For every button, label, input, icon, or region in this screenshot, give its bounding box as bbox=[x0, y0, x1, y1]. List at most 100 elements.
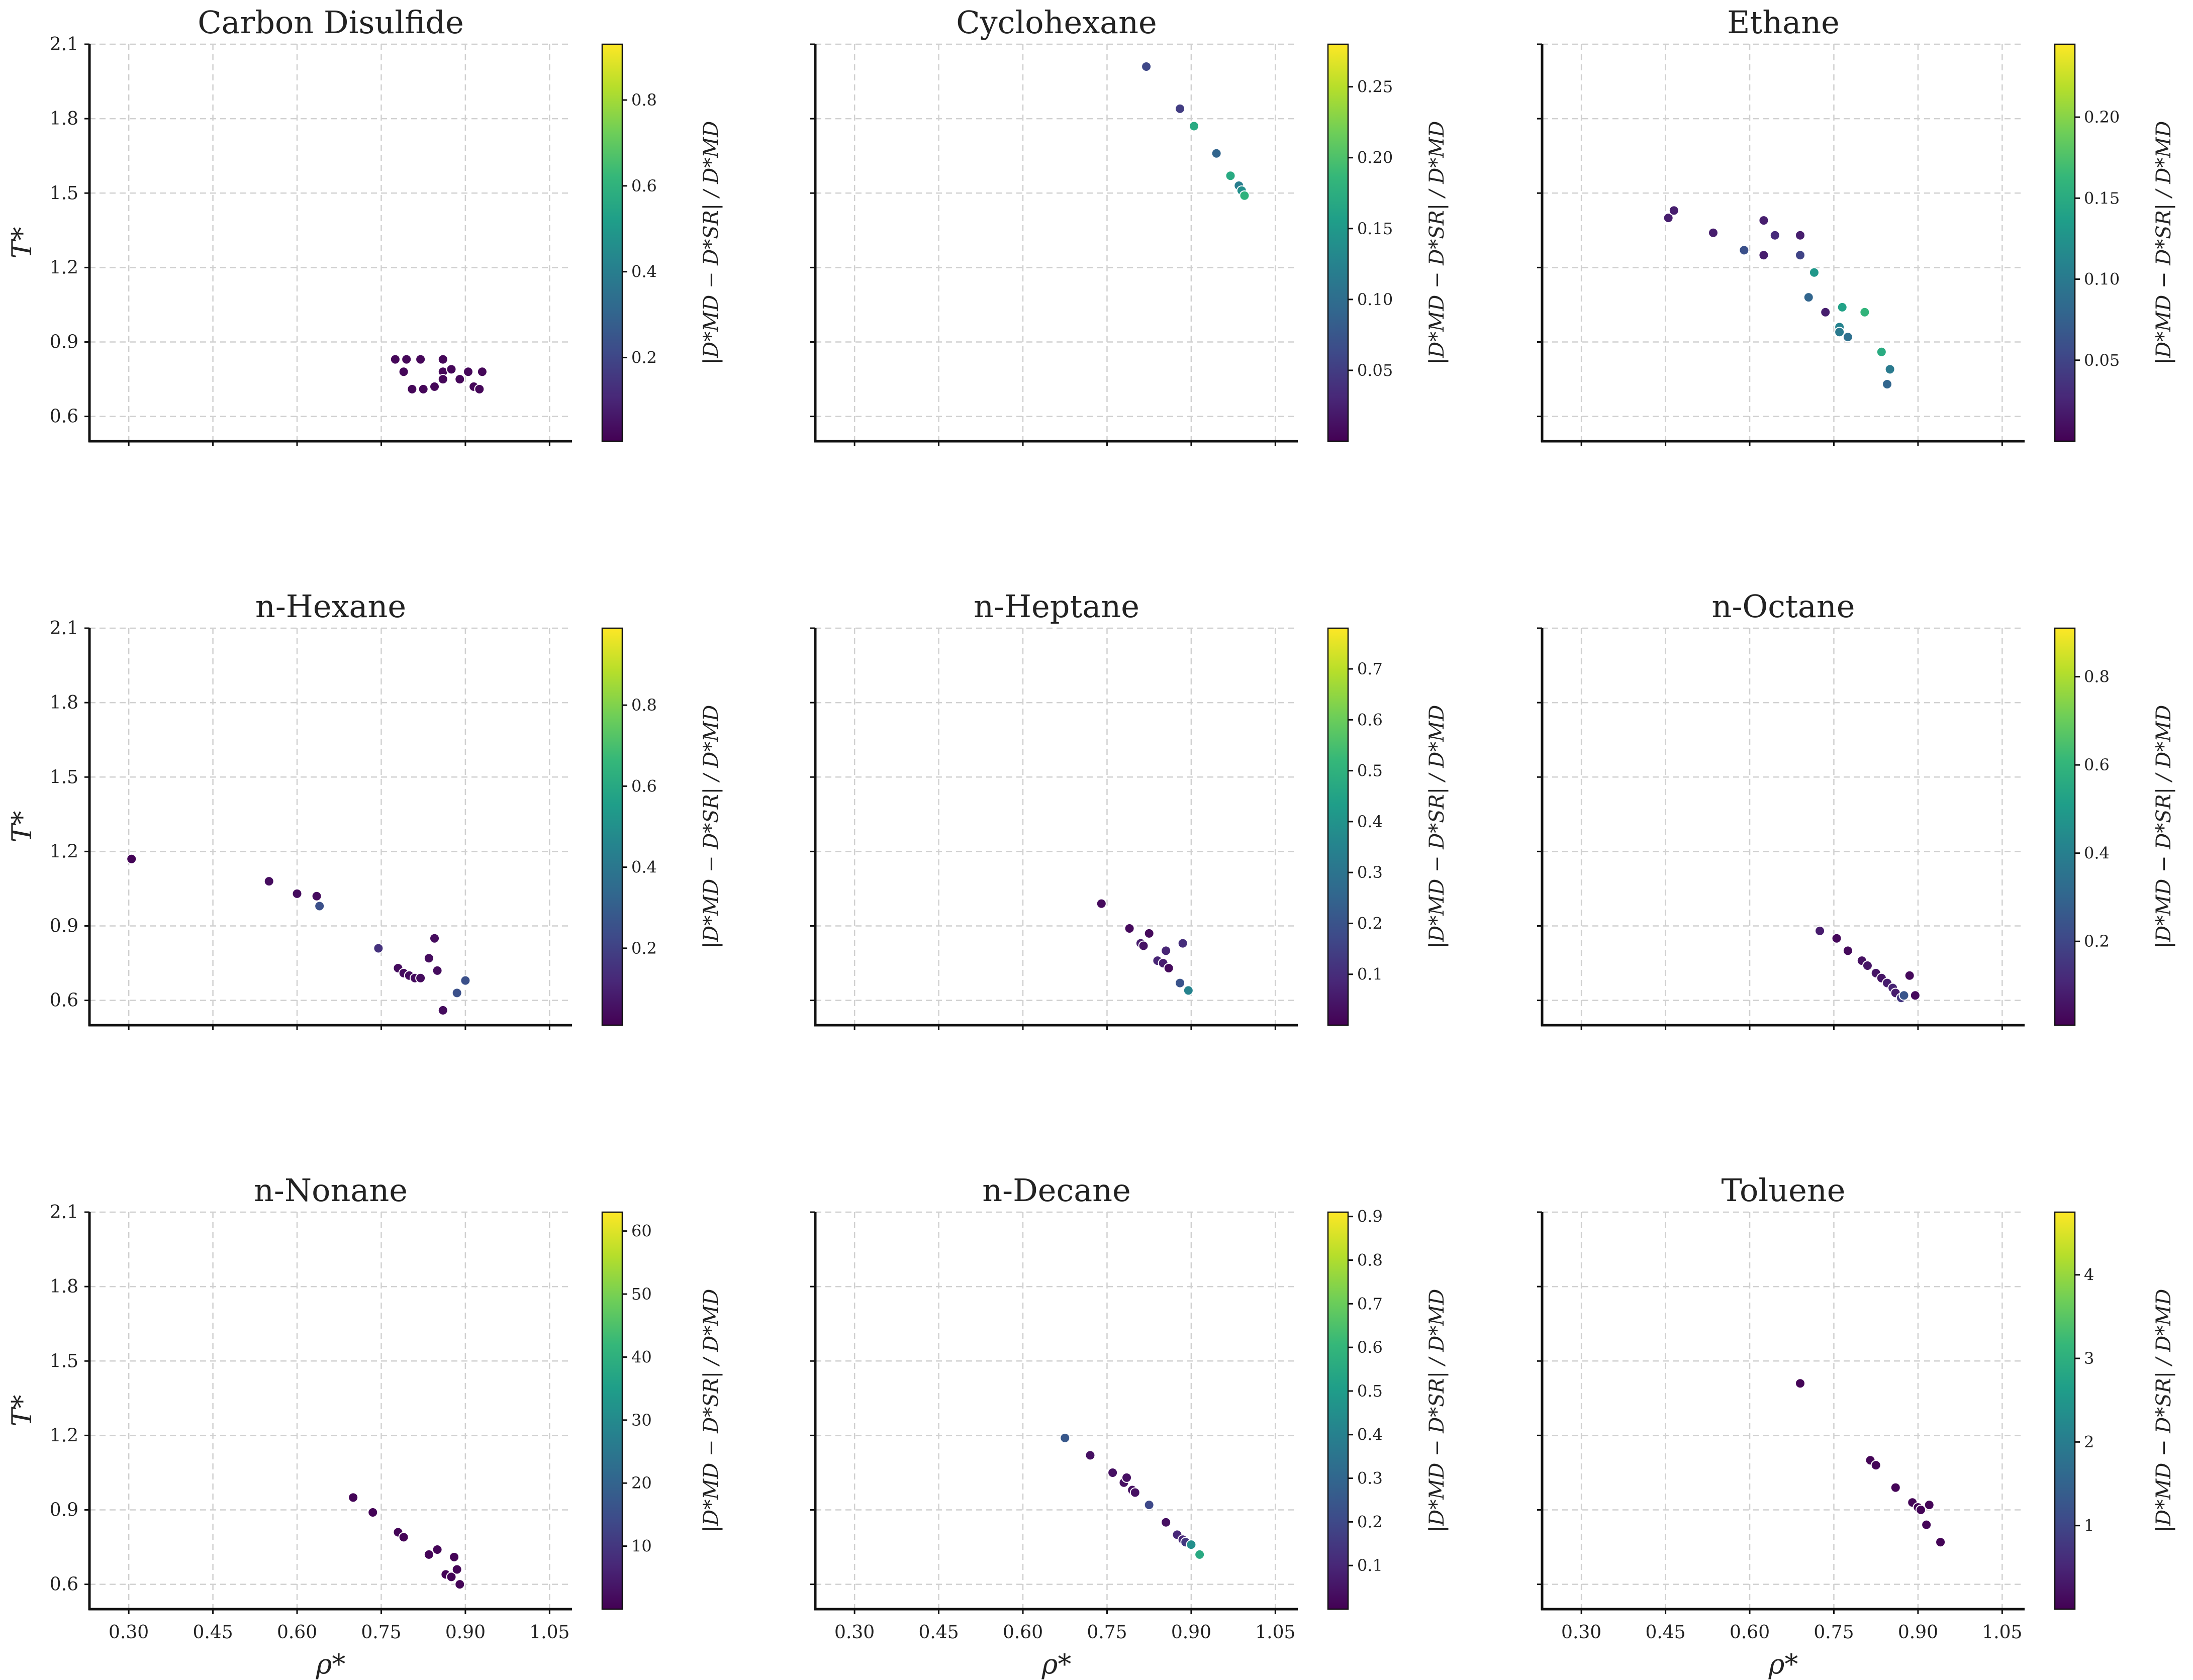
data-point bbox=[1794, 250, 1805, 261]
y-axis-label: T* bbox=[6, 227, 38, 258]
subplot-7: 0.6 0.9 1.2 1.5 1.8 2.1 0.30 0.45 0.60 0.75 0.90 1.… bbox=[6, 1172, 723, 1680]
data-point bbox=[1758, 250, 1769, 261]
colorbar bbox=[601, 43, 623, 442]
data-point bbox=[1837, 302, 1848, 313]
data-point bbox=[1898, 990, 1910, 1001]
colorbar-tick-label: 0.3 bbox=[1357, 1469, 1383, 1488]
y-axis-label: T* bbox=[6, 811, 38, 842]
data-point bbox=[311, 891, 322, 902]
colorbar-tick-label: 0.15 bbox=[2084, 188, 2120, 208]
subplot-title: Cyclohexane bbox=[956, 4, 1157, 41]
colorbar-tick-label: 2 bbox=[2084, 1432, 2094, 1451]
data-point bbox=[126, 853, 137, 864]
colorbar-tick-label: 0.10 bbox=[2084, 270, 2120, 289]
colorbar-tick-label: 0.6 bbox=[631, 776, 657, 796]
data-point bbox=[263, 876, 274, 887]
colorbar-tick-label: 0.20 bbox=[2084, 108, 2120, 127]
subplot-8: 0.30 0.45 0.60 0.75 0.90 1.05 n-Decane ρ* 0.1 0.2… bbox=[810, 1172, 1449, 1680]
colorbar-tick-label: 0.5 bbox=[1357, 1381, 1383, 1401]
data-point bbox=[437, 374, 448, 385]
data-point bbox=[1842, 945, 1853, 956]
colorbar-tick-label: 0.25 bbox=[1357, 77, 1393, 96]
data-point bbox=[1859, 307, 1870, 318]
subplot-title: n-Nonane bbox=[254, 1172, 408, 1209]
data-point bbox=[1663, 213, 1674, 224]
data-point bbox=[1915, 1505, 1926, 1515]
x-tick-label: 0.60 bbox=[1730, 1622, 1770, 1643]
x-tick-label: 0.75 bbox=[361, 1622, 401, 1643]
colorbar bbox=[2054, 1211, 2076, 1610]
data-point bbox=[1794, 230, 1805, 241]
colorbar-tick-label: 0.2 bbox=[1357, 914, 1383, 933]
x-tick-label: 0.60 bbox=[277, 1622, 317, 1643]
data-point bbox=[398, 1532, 409, 1543]
data-point bbox=[423, 953, 434, 964]
colorbar-tick-label: 0.3 bbox=[1357, 863, 1383, 882]
x-tick-label: 0.30 bbox=[1561, 1622, 1601, 1643]
y-tick-label: 0.9 bbox=[50, 1500, 78, 1521]
x-tick-label: 0.30 bbox=[109, 1622, 149, 1643]
y-tick-label: 0.6 bbox=[50, 991, 78, 1011]
data-point bbox=[1186, 1539, 1197, 1550]
data-point bbox=[398, 366, 409, 377]
data-point bbox=[1175, 977, 1186, 989]
colorbar bbox=[601, 627, 623, 1026]
subplot-3: Ethane 0.05 0.10 0.15 0.20 |D*MD − D*SR| / D*… bbox=[1537, 4, 2175, 446]
data-point bbox=[1815, 925, 1826, 936]
colorbar-label: |D*MD − D*SR| / D*MD bbox=[2152, 121, 2175, 365]
colorbar bbox=[2054, 627, 2076, 1026]
colorbar-tick-label: 0.9 bbox=[1357, 1207, 1383, 1226]
data-point bbox=[446, 1571, 457, 1583]
data-point bbox=[432, 1544, 443, 1555]
subplot-title: n-Hexane bbox=[255, 588, 406, 625]
x-tick-label: 0.75 bbox=[1087, 1622, 1127, 1643]
colorbar-label: |D*MD − D*SR| / D*MD bbox=[1425, 121, 1449, 365]
data-point bbox=[1924, 1500, 1935, 1511]
y-tick-label: 1.2 bbox=[50, 1425, 78, 1446]
data-point bbox=[348, 1492, 359, 1503]
data-point bbox=[1141, 61, 1152, 72]
data-point bbox=[1107, 1467, 1118, 1478]
colorbar-tick-label: 0.4 bbox=[631, 262, 657, 281]
y-tick-label: 2.1 bbox=[50, 618, 78, 639]
data-point bbox=[1175, 103, 1186, 114]
data-point bbox=[401, 354, 412, 365]
data-point bbox=[1820, 307, 1831, 318]
data-point bbox=[1876, 346, 1887, 357]
colorbar-tick-label: 0.4 bbox=[631, 858, 657, 877]
colorbar-tick-label: 4 bbox=[2084, 1265, 2094, 1284]
data-point bbox=[432, 965, 443, 976]
data-point bbox=[474, 383, 485, 394]
x-tick-label: 0.45 bbox=[919, 1622, 959, 1643]
data-point bbox=[415, 972, 426, 983]
x-axis-label: ρ* bbox=[1768, 1648, 1798, 1680]
x-tick-label: 0.90 bbox=[1171, 1622, 1211, 1643]
x-tick-label: 0.30 bbox=[834, 1622, 875, 1643]
colorbar-label: |D*MD − D*SR| / D*MD bbox=[2152, 1289, 2175, 1533]
colorbar-tick-label: 0.8 bbox=[2084, 667, 2110, 686]
data-point bbox=[1085, 1450, 1096, 1461]
colorbar bbox=[1327, 43, 1349, 442]
colorbar-tick-label: 0.4 bbox=[2084, 844, 2110, 863]
data-point bbox=[1769, 230, 1780, 241]
data-point bbox=[1161, 945, 1172, 956]
data-point bbox=[1862, 960, 1873, 971]
colorbar-tick-label: 1 bbox=[2084, 1516, 2094, 1535]
data-point bbox=[1194, 1549, 1205, 1560]
data-point bbox=[418, 383, 429, 394]
data-point bbox=[1177, 938, 1188, 949]
data-point bbox=[390, 354, 401, 365]
data-point bbox=[1143, 1500, 1155, 1511]
data-point bbox=[429, 933, 440, 944]
colorbar-tick-label: 0.6 bbox=[631, 176, 657, 195]
colorbar-tick-label: 0.05 bbox=[2084, 351, 2120, 370]
subplot-9: 0.30 0.45 0.60 0.75 0.90 1.05 Toluene ρ* 1 2 3 4 |D*… bbox=[1537, 1172, 2175, 1680]
data-point bbox=[1921, 1519, 1932, 1530]
colorbar-tick-label: 0.10 bbox=[1357, 290, 1393, 309]
data-point bbox=[1211, 148, 1222, 159]
data-point bbox=[460, 975, 471, 986]
y-tick-label: 0.9 bbox=[50, 916, 78, 937]
data-point bbox=[423, 1549, 434, 1560]
x-tick-label: 0.75 bbox=[1814, 1622, 1854, 1643]
